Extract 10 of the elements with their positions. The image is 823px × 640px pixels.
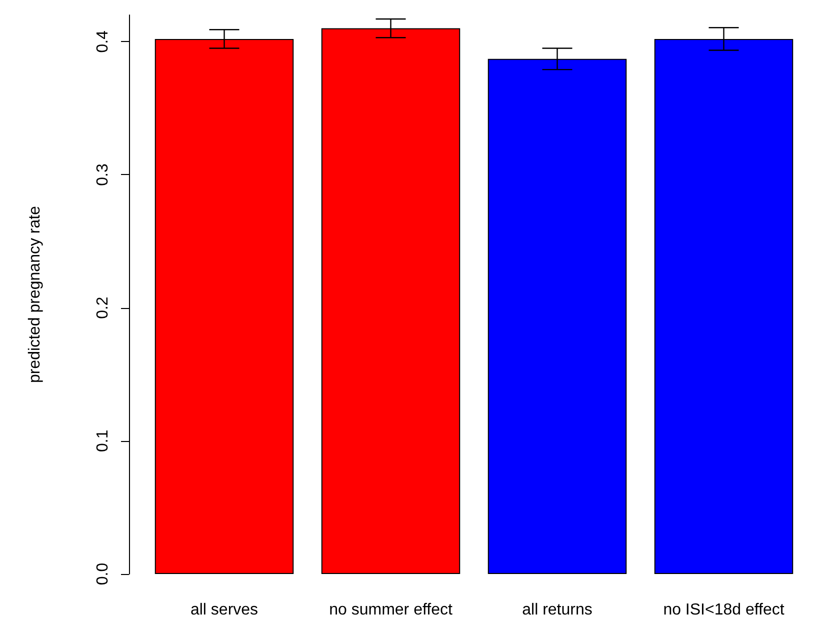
x-tick-label: no summer effect <box>329 602 453 618</box>
y-tick-label: 0.0 <box>94 562 112 586</box>
y-tick-label: 0.4 <box>94 30 112 53</box>
y-tick-label: 0.3 <box>94 163 112 186</box>
x-tick-label: no ISI<18d effect <box>663 602 785 618</box>
y-tick-label: 0.2 <box>94 296 112 319</box>
x-tick-label: all returns <box>522 602 592 618</box>
y-tick-label: 0.1 <box>94 430 112 452</box>
x-tick-label: all serves <box>190 602 258 618</box>
y-axis-title: predicted pregnancy rate <box>26 206 44 383</box>
